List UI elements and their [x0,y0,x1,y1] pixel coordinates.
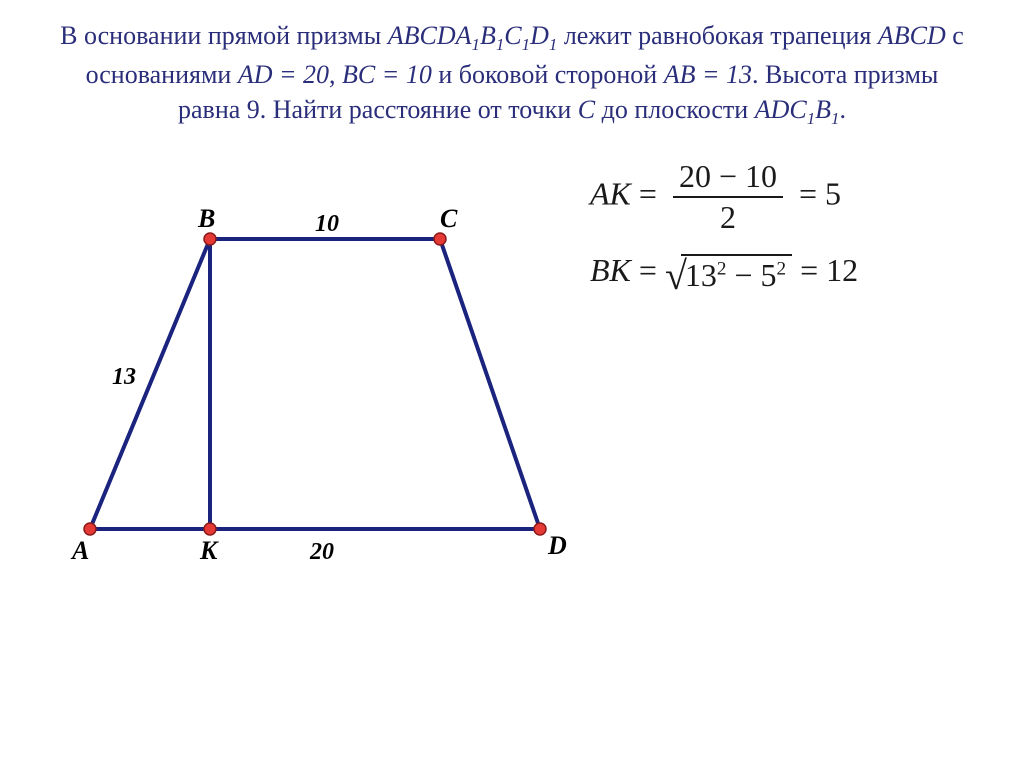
lhs: AK [590,176,631,212]
radical-icon: √ [665,256,687,296]
page: В основании прямой призмы ABCDA1B1C1D1 л… [0,0,1024,767]
math: ADС1B1 [755,95,840,124]
equation-ak: AK = 20 − 10 2 = 5 [590,159,984,235]
math: AD = 20 [238,60,329,89]
problem-statement: В основании прямой призмы ABCDA1B1C1D1 л… [52,18,972,131]
term-a: 13 [685,257,717,293]
sqrt: √ 132 − 52 [665,254,792,294]
equals: = [639,252,657,288]
svg-text:D: D [547,531,567,560]
text: и боковой стороной [432,60,664,89]
rhs: = 12 [800,252,858,288]
text: до плоскости [595,95,755,124]
equations-block: AK = 20 − 10 2 = 5 BK = √ 132 − 52 = 12 [580,149,984,312]
text: . [839,95,846,124]
svg-text:13: 13 [112,364,136,390]
math: C [578,95,595,124]
svg-text:A: A [70,536,89,565]
numerator: 20 − 10 [673,159,783,198]
math: AB = 13 [664,60,752,89]
math: ABCDA1B1C1D1 [388,21,558,50]
equals: = [639,176,657,212]
term-b: 5 [761,257,777,293]
content-row: AKDBC101320 AK = 20 − 10 2 = 5 BK = √ 13… [40,149,984,589]
text: В основании прямой призмы [60,21,388,50]
svg-text:10: 10 [315,211,339,237]
lhs: BK [590,252,631,288]
math: BC = 10 [342,60,432,89]
minus: − [726,257,760,293]
rhs: = 5 [799,176,841,212]
svg-text:B: B [197,204,215,233]
text: лежит равнобокая трапеция [557,21,878,50]
radicand: 132 − 52 [681,254,792,294]
exp-b: 2 [777,258,787,279]
trapezoid-diagram: A K D B C 10 13 20 [40,149,580,589]
equation-bk: BK = √ 132 − 52 = 12 [590,253,984,294]
svg-text:20: 20 [309,539,334,565]
denominator: 2 [673,198,783,235]
svg-text:C: C [440,204,458,233]
diagram-svg: A K D B C 10 13 20 [40,149,580,589]
math: ABCD [878,21,946,50]
text: , [329,60,342,89]
svg-text:K: K [199,536,219,565]
fraction: 20 − 10 2 [673,159,783,235]
